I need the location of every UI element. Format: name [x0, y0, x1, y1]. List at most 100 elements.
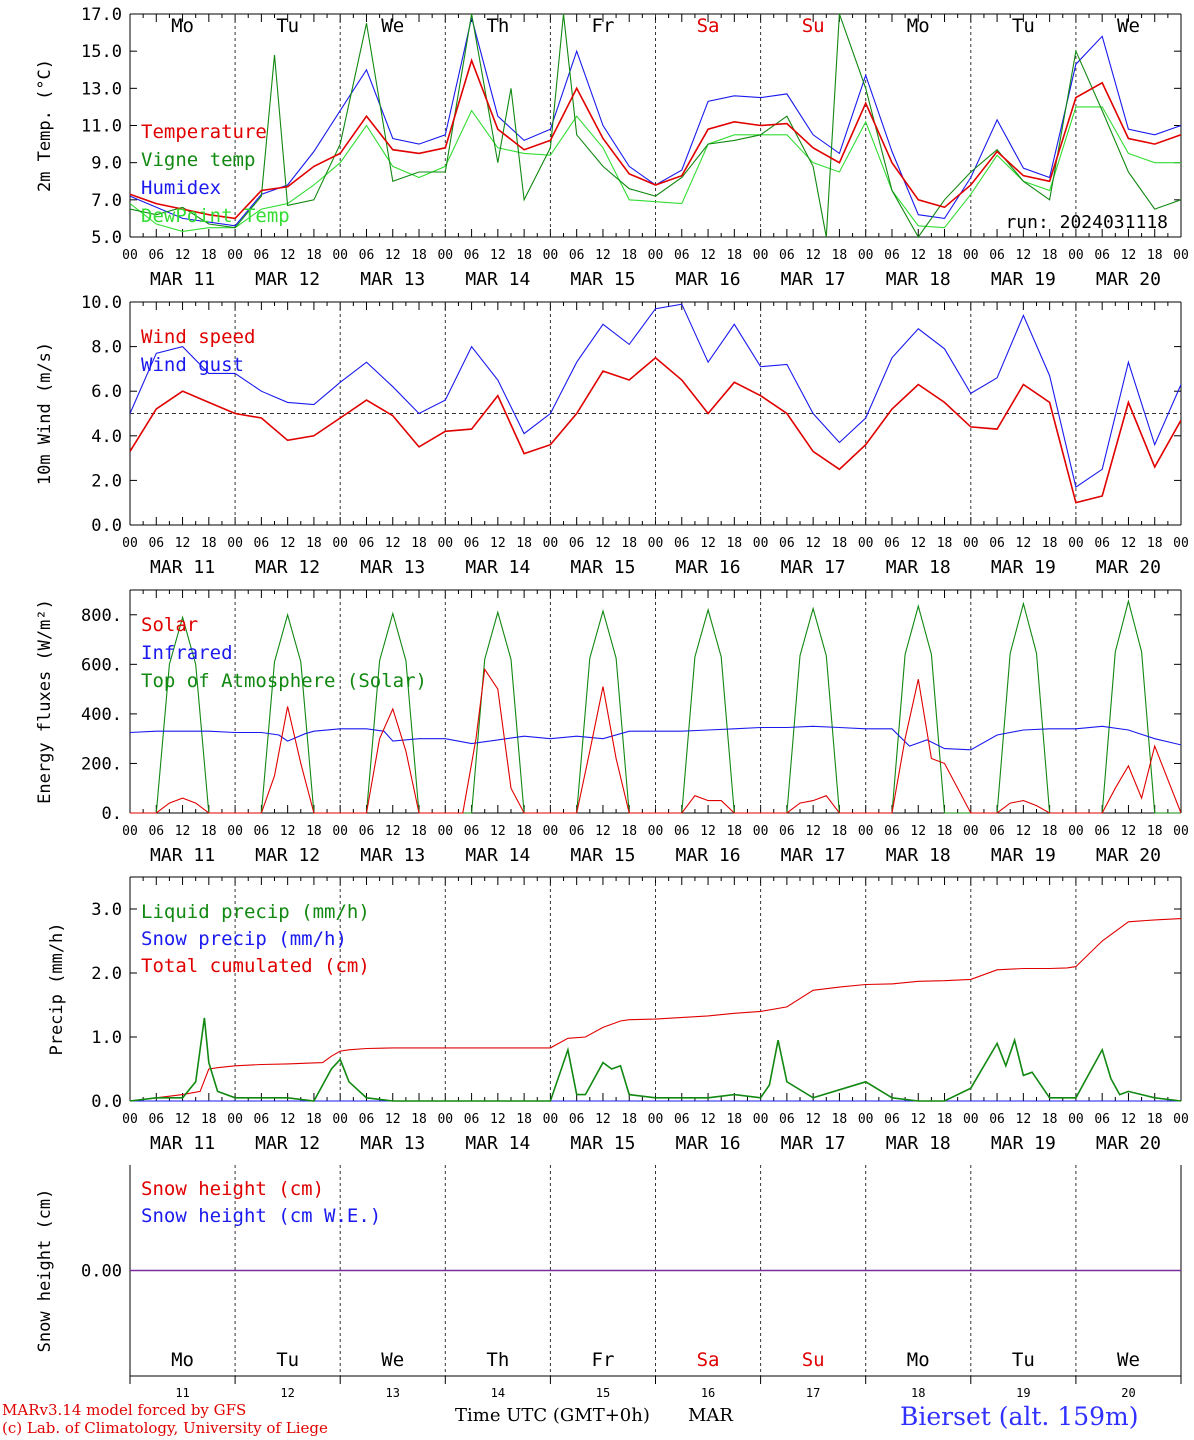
y-axis-label: Snow height (cm)	[35, 1189, 55, 1353]
date-label: MAR 17	[781, 1133, 846, 1154]
x-tick-label: 00	[1173, 1112, 1189, 1127]
x-tick-label: 12	[490, 536, 506, 551]
x-tick-label: 18	[1147, 536, 1163, 551]
x-tick-label: 06	[674, 824, 690, 839]
x-tick-label: 00	[437, 536, 453, 551]
x-tick-label: 18	[201, 824, 217, 839]
x-tick-label: 06	[254, 1112, 270, 1127]
x-tick-label: 06	[989, 248, 1005, 263]
series-line-wind-gust	[130, 303, 1181, 489]
date-label: MAR 20	[1096, 845, 1161, 866]
x-tick-label: 00	[648, 536, 664, 551]
date-label: MAR 18	[886, 557, 951, 578]
y-tick-label: 0.	[102, 804, 122, 824]
x-tick-label: 12	[1121, 536, 1137, 551]
x-tick-label: 06	[569, 536, 585, 551]
x-tick-label: 12	[805, 248, 821, 263]
x-tick-label: 18	[411, 824, 427, 839]
day-name-label: Tu	[276, 15, 299, 37]
x-tick-label: 18	[1042, 824, 1058, 839]
x-tick-label: 06	[779, 536, 795, 551]
x-tick-label: 00	[543, 536, 559, 551]
series-line-liquid-precip-mm-h-	[130, 1017, 1181, 1102]
date-label: MAR 12	[255, 269, 320, 290]
date-label: MAR 20	[1096, 557, 1161, 578]
day-name-label: Mo	[171, 15, 194, 37]
date-label: MAR 11	[150, 1133, 215, 1154]
legend-entry: Snow height (cm)	[141, 1178, 324, 1200]
x-tick-label: 12	[700, 536, 716, 551]
x-tick-label: 12	[700, 1112, 716, 1127]
x-tick-label: 12	[910, 1112, 926, 1127]
y-tick-label: 600.	[81, 655, 122, 675]
legend-entry: Infrared	[141, 642, 233, 664]
x-tick-label: 06	[148, 1112, 164, 1127]
x-tick-label: 00	[122, 824, 138, 839]
date-label: MAR 15	[570, 557, 635, 578]
legend-entry: Top of Atmosphere (Solar)	[141, 670, 427, 692]
x-tick-label: 06	[884, 824, 900, 839]
panel-2: 0.0 2.0 4.0 6.0 8.0 10.0 10m Wind (m/s) Wind sp…	[35, 293, 1189, 578]
date-label: MAR 18	[886, 1133, 951, 1154]
x-tick-label: 12	[1121, 248, 1137, 263]
day-name-label: Su	[802, 15, 825, 37]
legend-entry: Total cumulated (cm)	[141, 955, 370, 977]
y-tick-label: 2.0	[91, 964, 122, 984]
x-tick-label: 06	[148, 536, 164, 551]
x-tick-label: 18	[937, 536, 953, 551]
series-line-temperature	[130, 58, 1181, 220]
x-tick-label: 18	[1042, 536, 1058, 551]
x-tick-label: 00	[648, 1112, 664, 1127]
y-tick-label: 17.0	[81, 5, 122, 25]
date-label: MAR 12	[255, 557, 320, 578]
x-tick-label: 06	[674, 536, 690, 551]
x-tick-label: 12	[385, 1112, 401, 1127]
legend-entry: Humidex	[141, 177, 221, 199]
x-tick-label: 18	[306, 536, 322, 551]
x-tick-label: 00	[332, 824, 348, 839]
x-tick-label: 00	[227, 824, 243, 839]
x-tick-label: 18	[937, 248, 953, 263]
x-tick-label: 00	[753, 1112, 769, 1127]
day-name-label: Tu	[276, 1349, 299, 1371]
date-label: MAR 19	[991, 1133, 1056, 1154]
x-tick-label: 06	[464, 1112, 480, 1127]
day-number-label: 13	[386, 1386, 400, 1400]
x-tick-label: 18	[1147, 824, 1163, 839]
day-name-label: Th	[486, 1349, 509, 1371]
y-tick-label: 1.0	[91, 1028, 122, 1048]
day-number-label: 19	[1016, 1386, 1030, 1400]
x-tick-label: 18	[1042, 1112, 1058, 1127]
x-tick-label: 00	[858, 824, 874, 839]
day-number-label: 15	[596, 1386, 610, 1400]
y-tick-label: 800.	[81, 606, 122, 626]
x-tick-label: 00	[753, 824, 769, 839]
date-label: MAR 15	[570, 845, 635, 866]
x-tick-label: 00	[227, 1112, 243, 1127]
x-tick-label: 18	[516, 1112, 532, 1127]
x-tick-label: 12	[1016, 1112, 1032, 1127]
x-tick-label: 00	[227, 248, 243, 263]
x-tick-label: 18	[306, 824, 322, 839]
x-tick-label: 18	[1042, 248, 1058, 263]
x-tick-label: 18	[201, 1112, 217, 1127]
day-name-label: Mo	[907, 1349, 930, 1371]
x-tick-label: 00	[963, 1112, 979, 1127]
day-name-label: We	[381, 15, 404, 37]
x-tick-label: 12	[700, 824, 716, 839]
x-tick-label: 00	[1173, 248, 1189, 263]
series-line-wind-speed	[130, 356, 1181, 504]
x-tick-label: 06	[1094, 536, 1110, 551]
x-tick-label: 12	[595, 1112, 611, 1127]
x-tick-label: 18	[306, 1112, 322, 1127]
x-tick-label: 12	[385, 536, 401, 551]
x-tick-label: 06	[464, 536, 480, 551]
legend-entry: Snow precip (mm/h)	[141, 928, 347, 950]
x-tick-label: 12	[175, 536, 191, 551]
day-number-label: 14	[491, 1386, 505, 1400]
x-tick-label: 12	[490, 248, 506, 263]
y-axis-label: 10m Wind (m/s)	[35, 342, 55, 485]
x-tick-label: 00	[332, 1112, 348, 1127]
x-tick-label: 00	[122, 1112, 138, 1127]
date-label: MAR 16	[676, 269, 741, 290]
